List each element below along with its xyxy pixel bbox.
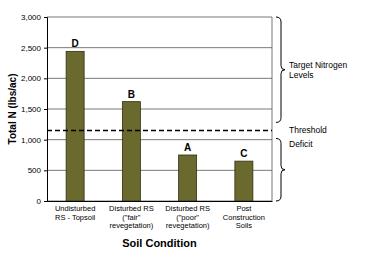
y-tick: 2,500	[21, 44, 47, 53]
y-tick-mark	[44, 201, 47, 202]
target-brace	[276, 17, 285, 122]
x-tick-label: Disturbed RS("poor"revegetation)	[165, 204, 210, 230]
y-tick-label: 1,500	[21, 105, 42, 114]
bar-annotations: D B A C	[72, 38, 248, 159]
y-tick: 2,000	[21, 74, 47, 83]
bar-letter: C	[240, 148, 247, 159]
grid-line	[47, 17, 272, 18]
target-label-line: Target Nitrogen	[289, 60, 347, 70]
y-tick: 3,000	[21, 13, 47, 22]
bar-letter: B	[128, 89, 135, 100]
x-tick-label-line: revegetation)	[166, 221, 210, 230]
bar-letter: A	[184, 142, 191, 153]
x-tick-label: UndisturbedRS - Topsoil	[55, 204, 96, 222]
bar	[179, 155, 197, 201]
y-tick: 1,500	[21, 105, 47, 114]
target-label-line: Levels	[289, 70, 314, 80]
y-axis: 0 500 1,000 1,500 2,000 2,500 3,000	[21, 13, 48, 206]
y-axis-line	[44, 18, 48, 202]
y-tick-label: 0	[37, 197, 42, 206]
y-tick-mark	[44, 78, 47, 79]
bar-letter: D	[72, 38, 79, 49]
y-tick-label: 1,000	[21, 136, 42, 145]
x-axis-line	[48, 201, 273, 202]
bar	[235, 161, 253, 201]
x-tick-label: PostConstructionSoils	[223, 204, 265, 230]
bars	[66, 51, 253, 201]
y-tick-mark	[44, 140, 47, 141]
y-tick-label: 3,000	[21, 13, 42, 22]
threshold-group	[47, 130, 272, 131]
y-tick: 500	[28, 166, 47, 175]
threshold-line	[47, 130, 272, 132]
x-tick-label: Disturbed RS("fair"revegetation)	[109, 204, 154, 230]
y-tick-label: 500	[28, 166, 42, 175]
x-tick: Disturbed RS("fair"revegetation)	[109, 201, 154, 230]
deficit-label: Deficit	[289, 139, 313, 149]
x-tick-label-line: RS - Topsoil	[55, 213, 96, 222]
y-axis-title: Total N (lbs/ac)	[7, 74, 18, 145]
grid-line	[47, 47, 272, 48]
x-tick: Disturbed RS("poor"revegetation)	[165, 201, 210, 230]
grid	[47, 17, 272, 201]
y-tick-mark	[44, 170, 47, 171]
x-axis-title: Soil Condition	[122, 237, 197, 249]
x-tick: PostConstructionSoils	[223, 201, 265, 230]
y-tick-label: 2,000	[21, 74, 42, 83]
target-label: Target NitrogenLevels	[289, 60, 347, 80]
x-tick: UndisturbedRS - Topsoil	[55, 201, 96, 222]
y-tick-label: 2,500	[21, 44, 42, 53]
x-tick-label-line: Soils	[236, 221, 253, 230]
y-tick-mark	[44, 17, 47, 18]
y-tick-mark	[44, 109, 47, 110]
y-tick: 1,000	[21, 136, 47, 145]
threshold-label: Threshold	[289, 125, 327, 135]
deficit-brace	[276, 138, 285, 201]
x-axis: UndisturbedRS - Topsoil Disturbed RS("fai…	[48, 201, 273, 230]
bar	[122, 102, 140, 201]
side-annotations: Target NitrogenLevels Threshold Deficit	[276, 17, 347, 201]
y-tick: 0	[37, 197, 47, 206]
y-tick-mark	[44, 48, 47, 49]
x-tick-label-line: revegetation)	[109, 221, 153, 230]
bar	[66, 51, 84, 201]
plot-frame	[272, 17, 273, 201]
